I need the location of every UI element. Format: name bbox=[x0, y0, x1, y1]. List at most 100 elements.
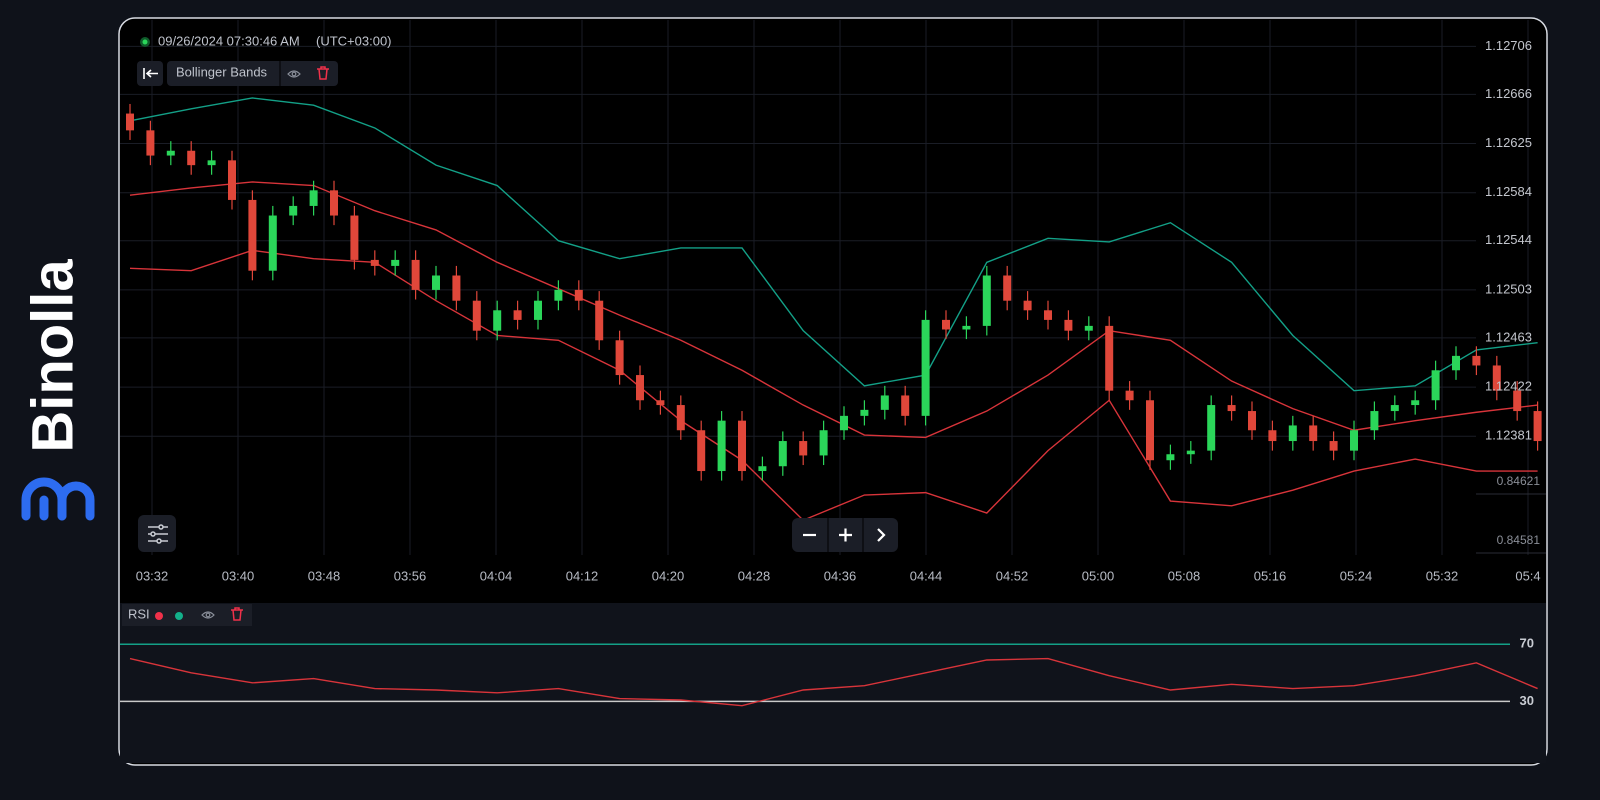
candle-body bbox=[656, 400, 665, 406]
candle-body bbox=[1390, 405, 1399, 412]
candle-body bbox=[615, 340, 624, 376]
status-dot-core bbox=[142, 39, 148, 45]
x-tick-label: 05:16 bbox=[1254, 568, 1287, 583]
candle-body bbox=[1125, 390, 1134, 401]
candle-body bbox=[880, 395, 889, 410]
y-tick-label: 1.12463 bbox=[1485, 329, 1532, 344]
rsi-chip[interactable] bbox=[122, 604, 252, 626]
candle-body bbox=[942, 319, 950, 330]
candle-body bbox=[962, 325, 971, 330]
rsi-level-label: 70 bbox=[1520, 636, 1534, 651]
brand-name: Binolla bbox=[20, 259, 85, 453]
candle-body bbox=[228, 160, 236, 200]
candle-body bbox=[1146, 400, 1154, 461]
candle-body bbox=[1044, 310, 1052, 320]
candle-body bbox=[289, 205, 298, 216]
rsi-delete-icon[interactable] bbox=[231, 607, 243, 621]
price-layer bbox=[120, 20, 1542, 555]
zoom-in[interactable] bbox=[839, 528, 852, 542]
x-tick-label: 03:56 bbox=[394, 568, 427, 583]
candle-body bbox=[1452, 355, 1460, 371]
candle-body bbox=[146, 130, 155, 156]
candle-body bbox=[1370, 411, 1379, 431]
candle-body bbox=[778, 441, 787, 467]
candle-body bbox=[982, 275, 991, 326]
candle-body bbox=[309, 190, 318, 206]
y-tick-label: 1.12584 bbox=[1485, 184, 1532, 199]
candle-body bbox=[166, 150, 175, 156]
candle-body bbox=[717, 420, 726, 472]
axis-layer: 03:32 03:40 03:48 03:56 04:04 04:12 04:20 04:28… bbox=[136, 38, 1546, 708]
timezone: (UTC+03:00) bbox=[316, 33, 392, 48]
candle-body bbox=[1166, 454, 1175, 461]
bollinger-band bbox=[129, 97, 1538, 392]
candle-body bbox=[636, 375, 644, 401]
candle-body bbox=[1309, 425, 1318, 442]
candle-body bbox=[595, 300, 604, 341]
y-tick-label: 1.12381 bbox=[1485, 428, 1532, 443]
rsi-eye-icon[interactable] bbox=[201, 611, 215, 619]
candle-body bbox=[248, 199, 257, 271]
chart-panel bbox=[118, 17, 1548, 766]
candle-body bbox=[1431, 370, 1440, 401]
candle-body bbox=[1227, 405, 1236, 412]
x-tick-label: 05:08 bbox=[1168, 568, 1201, 583]
x-tick-label: 03:48 bbox=[308, 568, 341, 583]
candle-body bbox=[921, 319, 930, 416]
candle-body bbox=[1513, 390, 1522, 412]
settings-icon bbox=[148, 524, 168, 544]
timestamp: 09/26/2024 07:30:46 AM bbox=[158, 33, 300, 48]
candle-body bbox=[1492, 365, 1501, 391]
candle-body bbox=[758, 466, 767, 472]
x-tick-label: 04:20 bbox=[652, 568, 685, 583]
candle-body bbox=[207, 160, 216, 166]
candle-body bbox=[534, 300, 542, 320]
candle-body bbox=[1186, 450, 1195, 455]
candle-body bbox=[1329, 441, 1338, 451]
candle-body bbox=[574, 289, 583, 301]
candle-body bbox=[1105, 325, 1114, 391]
eye-icon[interactable] bbox=[287, 70, 301, 78]
candle-body bbox=[1533, 411, 1542, 442]
scroll-right[interactable] bbox=[877, 528, 886, 542]
candle-body bbox=[268, 215, 277, 271]
candle-body bbox=[1248, 411, 1256, 431]
candle-body bbox=[554, 289, 563, 301]
candle-body bbox=[330, 190, 338, 216]
candle-body bbox=[1003, 275, 1012, 301]
candle-body bbox=[411, 259, 420, 290]
x-tick-label: 04:44 bbox=[910, 568, 943, 583]
candle-body bbox=[901, 395, 910, 416]
x-tick-label: 04:04 bbox=[480, 568, 513, 583]
candle-body bbox=[370, 259, 379, 266]
y-tick-label: 1.12544 bbox=[1485, 232, 1532, 247]
y-tick-label: 1.12422 bbox=[1485, 379, 1532, 394]
candle-body bbox=[1472, 355, 1481, 366]
candle-body bbox=[738, 420, 746, 472]
candle-body bbox=[472, 300, 481, 331]
indicator-name: Bollinger Bands bbox=[176, 64, 268, 79]
x-tick-label: 05:00 bbox=[1082, 568, 1115, 583]
candle-body bbox=[676, 405, 685, 431]
y-tick-label: 1.12625 bbox=[1485, 135, 1532, 150]
x-tick-label: 04:52 bbox=[996, 568, 1029, 583]
candle-body bbox=[493, 310, 502, 331]
delete-icon[interactable] bbox=[317, 66, 329, 80]
price-label: 0.84621 bbox=[1497, 474, 1541, 488]
brand-logo bbox=[21, 477, 95, 521]
candle-body bbox=[1268, 430, 1277, 442]
candle-body bbox=[840, 415, 848, 431]
x-tick-label: 04:12 bbox=[566, 568, 599, 583]
x-tick-label: 05:32 bbox=[1426, 568, 1459, 583]
indicator-chip[interactable] bbox=[167, 61, 338, 86]
x-tick-label: 05:4 bbox=[1515, 568, 1540, 583]
candle-body bbox=[1064, 319, 1073, 331]
candle-body bbox=[819, 430, 828, 456]
candle-body bbox=[1084, 325, 1093, 331]
candle-body bbox=[391, 259, 400, 266]
bollinger-band bbox=[129, 249, 1538, 522]
x-tick-label: 04:36 bbox=[824, 568, 857, 583]
y-tick-label: 1.12666 bbox=[1485, 86, 1532, 101]
candle-body bbox=[799, 441, 808, 456]
